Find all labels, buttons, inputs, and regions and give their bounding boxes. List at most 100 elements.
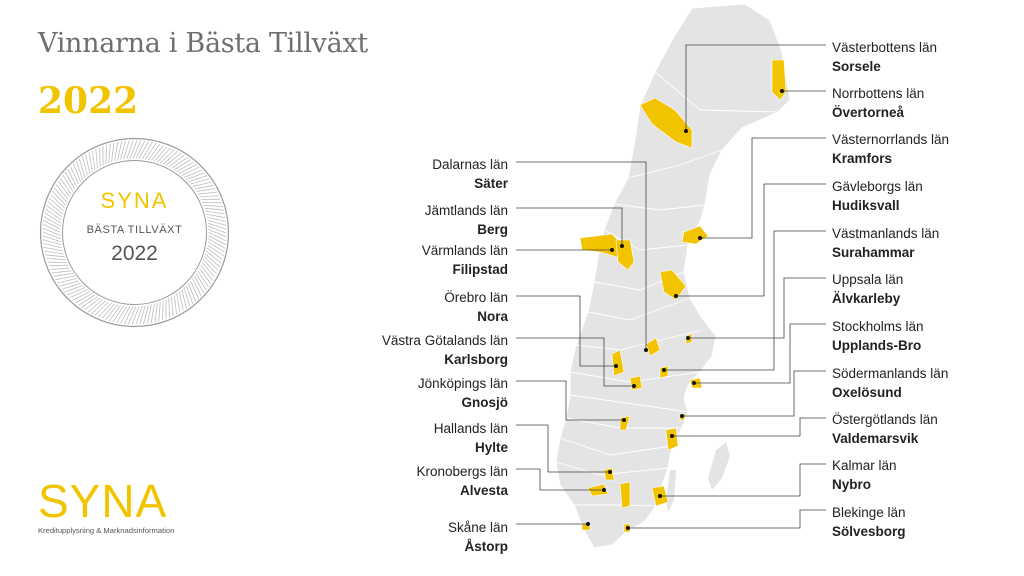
region-name: Östergötlands län — [832, 412, 938, 427]
region-name: Dalarnas län — [432, 157, 508, 172]
winner-label: Örebro län Nora — [444, 288, 508, 326]
leader-line — [516, 295, 616, 367]
leader-dot — [632, 384, 636, 388]
municipality-name: Övertorneå — [832, 105, 905, 120]
leader-line — [682, 370, 826, 417]
leader-line — [516, 337, 634, 387]
seal-ring-icon — [39, 137, 230, 328]
leader-dot — [658, 494, 662, 498]
leader-line — [700, 137, 826, 239]
karlsborg-area — [629, 375, 643, 391]
region-name: Kronobergs län — [416, 464, 508, 479]
region-name: Jämtlands län — [424, 203, 508, 218]
sater-area — [615, 239, 635, 271]
leader-dot — [670, 434, 674, 438]
leader-dot — [680, 414, 684, 418]
region-name: Hallands län — [433, 421, 508, 436]
region-name: Västerbottens län — [832, 40, 938, 55]
leader-dot — [692, 381, 696, 385]
valdemarsvik-area — [665, 427, 679, 451]
logo-tagline: Kreditupplysning & Marknadsinformation — [38, 526, 175, 535]
leader-dot — [602, 488, 606, 492]
region-name: Kalmar län — [832, 458, 897, 473]
leader-line — [628, 509, 826, 529]
leader-dot — [626, 526, 630, 530]
seal-year: 2022 — [111, 242, 158, 265]
municipality-name: Åstorp — [464, 539, 509, 554]
hudiksvall-area — [659, 269, 687, 301]
leader-dot — [644, 348, 648, 352]
municipality-name: Älvkarleby — [832, 291, 901, 306]
gotland-island — [708, 442, 730, 490]
leader-dot — [586, 522, 590, 526]
region-name: Blekinge län — [832, 505, 906, 520]
winner-label: Hallands län Hylte — [434, 419, 508, 457]
municipality-name: Oxelösund — [832, 385, 902, 400]
region-name: Jönköpings län — [417, 376, 508, 391]
leader-dot — [674, 294, 678, 298]
nybro-area — [619, 481, 631, 509]
winner-label: Jämtlands län Berg — [425, 201, 508, 239]
leader-line — [660, 463, 826, 497]
logo-word: SYNA — [38, 475, 168, 527]
leader-dot — [662, 368, 666, 372]
winner-label: Jönköpings län Gnosjö — [418, 374, 508, 412]
winner-label: Gävleborgs län Hudiksvall — [832, 177, 923, 215]
winner-label: Västmanlands län Surahammar — [832, 224, 939, 262]
municipality-name: Sölvesborg — [832, 524, 906, 539]
winner-label: Skåne län Åstorp — [448, 518, 508, 556]
municipality-name: Säter — [474, 176, 508, 191]
hylte-area — [603, 467, 615, 481]
region-name: Stockholms län — [832, 319, 924, 334]
leader-dot — [698, 236, 702, 240]
sorsele-area — [639, 97, 693, 149]
municipality-name: Sorsele — [832, 59, 881, 74]
winner-label: Norrbottens län Övertorneå — [832, 84, 924, 122]
leader-line — [516, 207, 623, 246]
municipality-name: Berg — [477, 222, 508, 237]
winner-label: Västra Götalands län Karlsborg — [382, 331, 508, 369]
leader-line — [676, 183, 826, 297]
municipality-name: Nora — [477, 309, 508, 324]
winner-label: Kronobergs län Alvesta — [416, 462, 508, 500]
winner-label: Östergötlands län Valdemarsvik — [832, 410, 938, 448]
region-name: Västra Götalands län — [381, 333, 508, 348]
leader-dot — [610, 248, 614, 252]
winner-label: Värmlands län Filipstad — [422, 241, 508, 279]
region-name: Västernorrlands län — [832, 132, 950, 147]
winner-label: Västernorrlands län Kramfors — [832, 130, 949, 168]
leader-dot — [620, 244, 624, 248]
municipality-name: Filipstad — [452, 262, 508, 277]
municipality-name: Karlsborg — [444, 352, 508, 367]
leader-line — [672, 417, 826, 437]
winner-label: Dalarnas län Säter — [432, 155, 508, 193]
winner-label: Västerbottens län Sorsele — [832, 38, 937, 76]
nora-area — [645, 337, 661, 357]
leader-lines — [516, 44, 826, 529]
winner-label: Stockholms län Upplands-Bro — [832, 317, 924, 355]
leader-dot — [780, 89, 784, 93]
leader-line — [688, 277, 826, 339]
leader-dot — [608, 470, 612, 474]
leader-line — [694, 323, 826, 384]
region-name: Västmanlands län — [832, 226, 940, 241]
municipality-name: Upplands-Bro — [832, 338, 922, 353]
leader-line — [516, 468, 604, 491]
region-name: Gävleborgs län — [832, 179, 923, 194]
region-name: Uppsala län — [832, 272, 904, 287]
municipality-name: Alvesta — [459, 483, 508, 498]
leader-line — [516, 424, 610, 473]
municipality-name: Hylte — [474, 440, 508, 455]
municipality-name: Kramfors — [832, 151, 893, 166]
winner-label: Kalmar län Nybro — [832, 456, 897, 494]
leader-dots — [586, 89, 784, 530]
municipality-name: Nybro — [832, 477, 872, 492]
leader-line — [664, 230, 826, 371]
region-name: Skåne län — [447, 520, 508, 535]
winner-label: Uppsala län Älvkarleby — [832, 270, 903, 308]
leader-dot — [684, 129, 688, 133]
syna-logo: SYNA Kreditupplysning & Marknadsinformat… — [38, 478, 203, 535]
region-name: Södermanlands län — [832, 366, 949, 381]
winner-label: Södermanlands län Oxelösund — [832, 364, 948, 402]
seal-subtitle: BÄSTA TILLVÄXT — [86, 224, 183, 236]
